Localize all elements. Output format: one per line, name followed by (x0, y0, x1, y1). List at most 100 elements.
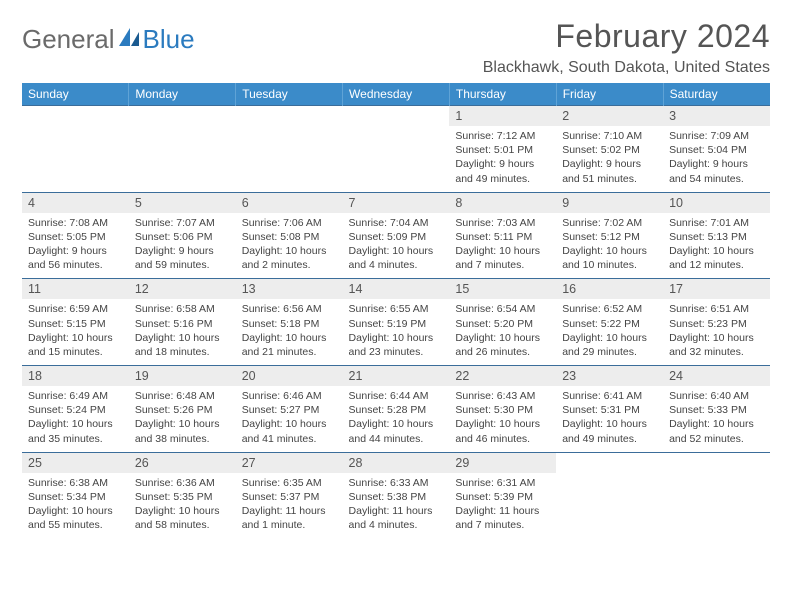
sunrise-text: Sunrise: 6:46 AM (242, 389, 337, 403)
daylight-text: Daylight: 10 hours (135, 504, 230, 518)
sunset-text: Sunset: 5:33 PM (669, 403, 764, 417)
day-info-cell (22, 126, 129, 192)
sunset-text: Sunset: 5:08 PM (242, 230, 337, 244)
day-number: 24 (669, 369, 683, 383)
day-info-cell: Sunrise: 7:10 AMSunset: 5:02 PMDaylight:… (556, 126, 663, 192)
sunrise-text: Sunrise: 6:48 AM (135, 389, 230, 403)
daylight-text: and 59 minutes. (135, 258, 230, 272)
daylight-text: and 18 minutes. (135, 345, 230, 359)
daylight-text: Daylight: 10 hours (455, 417, 550, 431)
sunrise-text: Sunrise: 7:10 AM (562, 129, 657, 143)
daylight-text: Daylight: 10 hours (242, 417, 337, 431)
weekday-header: Wednesday (343, 83, 450, 106)
sunrise-text: Sunrise: 6:36 AM (135, 476, 230, 490)
day-number: 9 (562, 196, 569, 210)
day-number-cell: 29 (449, 452, 556, 473)
day-number-cell: 8 (449, 192, 556, 213)
sunset-text: Sunset: 5:02 PM (562, 143, 657, 157)
daynum-row: 45678910 (22, 192, 770, 213)
day-number-cell (663, 452, 770, 473)
day-number: 5 (135, 196, 142, 210)
day-number-cell: 4 (22, 192, 129, 213)
day-info-cell: Sunrise: 6:54 AMSunset: 5:20 PMDaylight:… (449, 299, 556, 365)
daylight-text: Daylight: 10 hours (28, 504, 123, 518)
sunrise-text: Sunrise: 7:09 AM (669, 129, 764, 143)
day-number-cell: 25 (22, 452, 129, 473)
daylight-text: Daylight: 10 hours (669, 331, 764, 345)
sunrise-text: Sunrise: 6:58 AM (135, 302, 230, 316)
day-number-cell: 1 (449, 106, 556, 127)
day-info-cell: Sunrise: 6:49 AMSunset: 5:24 PMDaylight:… (22, 386, 129, 452)
day-number: 12 (135, 282, 149, 296)
sunrise-text: Sunrise: 6:52 AM (562, 302, 657, 316)
daylight-text: and 1 minute. (242, 518, 337, 532)
day-number-cell: 27 (236, 452, 343, 473)
sunset-text: Sunset: 5:35 PM (135, 490, 230, 504)
daylight-text: and 7 minutes. (455, 518, 550, 532)
day-number-cell: 2 (556, 106, 663, 127)
daylight-text: Daylight: 9 hours (562, 157, 657, 171)
sunrise-text: Sunrise: 6:40 AM (669, 389, 764, 403)
day-info-cell: Sunrise: 7:09 AMSunset: 5:04 PMDaylight:… (663, 126, 770, 192)
daylight-text: and 26 minutes. (455, 345, 550, 359)
sunset-text: Sunset: 5:26 PM (135, 403, 230, 417)
day-info-cell: Sunrise: 6:41 AMSunset: 5:31 PMDaylight:… (556, 386, 663, 452)
day-number: 19 (135, 369, 149, 383)
sunrise-text: Sunrise: 6:43 AM (455, 389, 550, 403)
sunset-text: Sunset: 5:20 PM (455, 317, 550, 331)
day-number-cell: 18 (22, 366, 129, 387)
day-info-cell: Sunrise: 6:48 AMSunset: 5:26 PMDaylight:… (129, 386, 236, 452)
daylight-text: Daylight: 9 hours (28, 244, 123, 258)
sunrise-text: Sunrise: 6:56 AM (242, 302, 337, 316)
daylight-text: Daylight: 10 hours (349, 417, 444, 431)
daylight-text: Daylight: 10 hours (562, 331, 657, 345)
day-number: 11 (28, 282, 41, 296)
daylight-text: and 56 minutes. (28, 258, 123, 272)
daylight-text: and 38 minutes. (135, 432, 230, 446)
sunrise-text: Sunrise: 7:07 AM (135, 216, 230, 230)
day-number: 15 (455, 282, 469, 296)
sunrise-text: Sunrise: 7:04 AM (349, 216, 444, 230)
sunrise-text: Sunrise: 6:55 AM (349, 302, 444, 316)
sunset-text: Sunset: 5:09 PM (349, 230, 444, 244)
daylight-text: and 29 minutes. (562, 345, 657, 359)
day-number-cell (343, 106, 450, 127)
daylight-text: and 55 minutes. (28, 518, 123, 532)
day-number: 26 (135, 456, 149, 470)
daylight-text: Daylight: 11 hours (455, 504, 550, 518)
day-number-cell (129, 106, 236, 127)
day-info-cell: Sunrise: 6:56 AMSunset: 5:18 PMDaylight:… (236, 299, 343, 365)
day-info-cell: Sunrise: 6:55 AMSunset: 5:19 PMDaylight:… (343, 299, 450, 365)
day-info-cell: Sunrise: 7:08 AMSunset: 5:05 PMDaylight:… (22, 213, 129, 279)
sunrise-text: Sunrise: 7:01 AM (669, 216, 764, 230)
daylight-text: Daylight: 10 hours (349, 331, 444, 345)
day-number: 28 (349, 456, 363, 470)
sunset-text: Sunset: 5:15 PM (28, 317, 123, 331)
day-number: 4 (28, 196, 35, 210)
sunrise-text: Sunrise: 6:49 AM (28, 389, 123, 403)
day-number: 20 (242, 369, 256, 383)
daylight-text: and 54 minutes. (669, 172, 764, 186)
day-number: 14 (349, 282, 363, 296)
day-number-cell (22, 106, 129, 127)
info-row: Sunrise: 7:12 AMSunset: 5:01 PMDaylight:… (22, 126, 770, 192)
day-number-cell: 21 (343, 366, 450, 387)
day-number: 10 (669, 196, 683, 210)
sunset-text: Sunset: 5:19 PM (349, 317, 444, 331)
day-number-cell: 16 (556, 279, 663, 300)
daylight-text: Daylight: 10 hours (455, 331, 550, 345)
daylight-text: Daylight: 11 hours (349, 504, 444, 518)
day-number-cell: 23 (556, 366, 663, 387)
day-info-cell: Sunrise: 6:59 AMSunset: 5:15 PMDaylight:… (22, 299, 129, 365)
day-info-cell: Sunrise: 6:46 AMSunset: 5:27 PMDaylight:… (236, 386, 343, 452)
sunset-text: Sunset: 5:12 PM (562, 230, 657, 244)
daynum-row: 123 (22, 106, 770, 127)
sunrise-text: Sunrise: 7:02 AM (562, 216, 657, 230)
weekday-header-row: Sunday Monday Tuesday Wednesday Thursday… (22, 83, 770, 106)
day-number: 27 (242, 456, 256, 470)
day-info-cell: Sunrise: 6:51 AMSunset: 5:23 PMDaylight:… (663, 299, 770, 365)
sunrise-text: Sunrise: 7:03 AM (455, 216, 550, 230)
weekday-header: Monday (129, 83, 236, 106)
daylight-text: and 58 minutes. (135, 518, 230, 532)
sunset-text: Sunset: 5:28 PM (349, 403, 444, 417)
